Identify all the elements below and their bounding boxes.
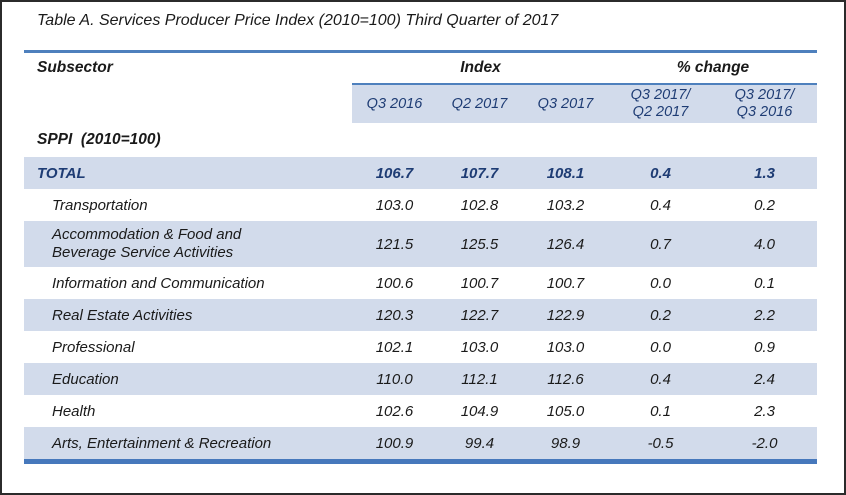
cell-q2-2017: 107.7 <box>460 164 499 182</box>
table-row-professional: Professional 102.1 103.0 103.0 0.0 0.9 <box>24 331 817 363</box>
top-rule <box>24 50 817 53</box>
quarter-header-line2: Q3 2016 <box>736 104 793 120</box>
table-title: Table A. Services Producer Price Index (… <box>37 12 559 29</box>
table-row-education: Education 110.0 112.1 112.6 0.4 2.4 <box>24 363 817 395</box>
section-label-sppi: SPPI (2010=100) <box>37 131 161 148</box>
cell-q3-2017: 122.9 <box>546 306 585 324</box>
cell-change-qoq: 0.2 <box>650 306 671 324</box>
quarter-header-line1: Q3 2016 <box>366 95 423 112</box>
col-header-index-group: Index <box>460 59 501 76</box>
table-row-real-estate: Real Estate Activities 120.3 122.7 122.9… <box>24 299 817 331</box>
row-label-text: Accommodation & Food and Beverage Servic… <box>52 226 242 261</box>
cell-q2-2017: 102.8 <box>460 196 499 214</box>
quarter-header-line1: Q3 2017/ <box>734 87 795 103</box>
cell-q3-2016: 100.9 <box>375 434 414 452</box>
col-header-change-qoq: Q3 2017/Q2 2017 <box>609 83 712 123</box>
cell-q2-2017: 99.4 <box>464 434 495 452</box>
row-label: Arts, Entertainment & Recreation <box>52 434 272 452</box>
col-header-change-yoy: Q3 2017/Q3 2016 <box>712 83 817 123</box>
cell-q3-2016: 103.0 <box>375 196 414 214</box>
row-label: TOTAL <box>37 164 86 182</box>
cell-q3-2016: 102.6 <box>375 402 414 420</box>
cell-q3-2017: 98.9 <box>550 434 581 452</box>
cell-change-qoq: 0.0 <box>650 338 671 356</box>
cell-change-yoy: 2.4 <box>754 370 775 388</box>
cell-change-qoq: 0.1 <box>650 402 671 420</box>
row-label: Real Estate Activities <box>52 306 193 324</box>
cell-change-yoy: -2.0 <box>751 434 778 452</box>
cell-q3-2017: 103.0 <box>546 338 585 356</box>
cell-change-qoq: -0.5 <box>647 434 674 452</box>
cell-change-yoy: 2.2 <box>754 306 775 324</box>
cell-q3-2017: 103.2 <box>546 196 585 214</box>
bottom-rule <box>24 459 817 464</box>
cell-change-qoq: 0.4 <box>650 164 671 182</box>
table-row-arts-entertainment: Arts, Entertainment & Recreation 100.9 9… <box>24 427 817 459</box>
row-label: Education <box>52 370 119 388</box>
cell-q3-2016: 110.0 <box>376 370 413 388</box>
cell-q3-2017: 105.0 <box>546 402 585 420</box>
row-label: Accommodation & Food and Beverage Servic… <box>24 222 352 266</box>
cell-q3-2017: 112.6 <box>547 370 584 388</box>
table-row-total: TOTAL 106.7 107.7 108.1 0.4 1.3 <box>24 157 817 189</box>
sppi-table: Subsector Index % change Q3 2016 Q2 2017… <box>24 50 817 464</box>
quarter-header-row: Q3 2016 Q2 2017 Q3 2017 Q3 2017/Q2 2017 … <box>24 83 817 123</box>
cell-q2-2017: 112.1 <box>461 370 498 388</box>
col-header-change-group: % change <box>676 59 750 76</box>
cell-change-yoy: 0.9 <box>754 338 775 356</box>
quarter-header-line1: Q2 2017 <box>451 95 508 112</box>
cell-q2-2017: 122.7 <box>460 306 499 324</box>
cell-q3-2016: 106.7 <box>375 164 414 182</box>
cell-q3-2016: 121.5 <box>375 235 414 253</box>
table-row-accommodation-food: Accommodation & Food and Beverage Servic… <box>24 221 817 267</box>
cell-change-yoy: 0.1 <box>754 274 775 292</box>
cell-change-qoq: 0.7 <box>650 235 671 253</box>
col-header-subsector: Subsector <box>37 59 113 76</box>
cell-q3-2016: 102.1 <box>375 338 414 356</box>
cell-change-yoy: 2.3 <box>754 402 775 420</box>
group-header-row: Subsector Index % change <box>24 53 817 83</box>
row-label: Transportation <box>52 196 148 214</box>
table-row-transportation: Transportation 103.0 102.8 103.2 0.4 0.2 <box>24 189 817 221</box>
table-row-health: Health 102.6 104.9 105.0 0.1 2.3 <box>24 395 817 427</box>
cell-change-yoy: 0.2 <box>754 196 775 214</box>
quarter-header-spacer <box>24 83 352 123</box>
cell-q3-2017: 100.7 <box>546 274 585 292</box>
cell-q2-2017: 125.5 <box>460 235 499 253</box>
cell-q2-2017: 100.7 <box>460 274 499 292</box>
cell-q2-2017: 104.9 <box>460 402 499 420</box>
cell-change-qoq: 0.4 <box>650 370 671 388</box>
cell-change-yoy: 1.3 <box>754 164 775 182</box>
cell-change-yoy: 4.0 <box>754 235 775 253</box>
cell-q3-2016: 100.6 <box>375 274 414 292</box>
quarter-header-line2: Q2 2017 <box>632 104 689 120</box>
row-label: Information and Communication <box>52 274 265 292</box>
quarter-header-line1: Q3 2017 <box>537 95 594 112</box>
col-header-q3-2017: Q3 2017 <box>522 83 609 123</box>
cell-q2-2017: 103.0 <box>460 338 499 356</box>
cell-change-qoq: 0.0 <box>650 274 671 292</box>
col-header-q3-2016: Q3 2016 <box>352 83 437 123</box>
cell-q3-2016: 120.3 <box>375 306 414 324</box>
table-row-information-communication: Information and Communication 100.6 100.… <box>24 267 817 299</box>
quarter-header-line1: Q3 2017/ <box>630 87 691 103</box>
row-label: Professional <box>52 338 135 356</box>
cell-q3-2017: 108.1 <box>546 164 585 182</box>
col-header-q2-2017: Q2 2017 <box>437 83 522 123</box>
cell-change-qoq: 0.4 <box>650 196 671 214</box>
cell-q3-2017: 126.4 <box>546 235 585 253</box>
row-label: Health <box>52 402 96 420</box>
